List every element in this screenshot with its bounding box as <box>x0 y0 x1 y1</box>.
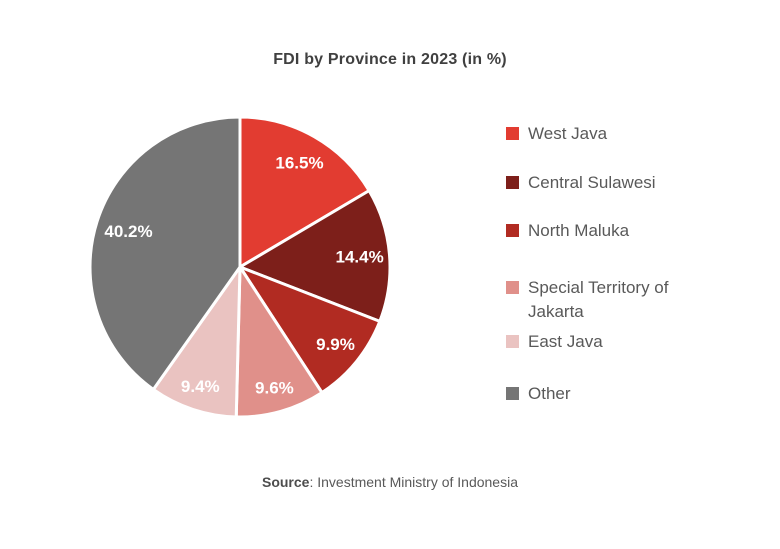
source-line: Source: Investment Ministry of Indonesia <box>0 474 780 490</box>
pie-slice-special-territory-of-jakarta <box>234 265 324 419</box>
pie-slice-label-central-sulawesi: 14.4% <box>335 248 383 267</box>
pie-slice-label-east-java: 9.4% <box>181 377 220 396</box>
pie-slice-east-java <box>151 265 242 419</box>
pie-slice-west-java <box>238 115 371 269</box>
pie-slice-label-west-java: 16.5% <box>275 153 323 172</box>
pie-slice-label-special-territory-of-jakarta: 9.6% <box>255 379 294 398</box>
pie-slice-label-north-maluka: 9.9% <box>316 335 355 354</box>
pie-slice-label-other: 40.2% <box>104 222 152 241</box>
pie-slice-other <box>88 115 242 391</box>
pie-slice-central-sulawesi <box>238 189 392 323</box>
source-text: : Investment Ministry of Indonesia <box>309 474 518 490</box>
source-label: Source <box>261 474 310 490</box>
pie-slice-north-maluka <box>238 265 382 395</box>
chart-title: FDI by Province in 2023 (in %) <box>273 51 507 68</box>
